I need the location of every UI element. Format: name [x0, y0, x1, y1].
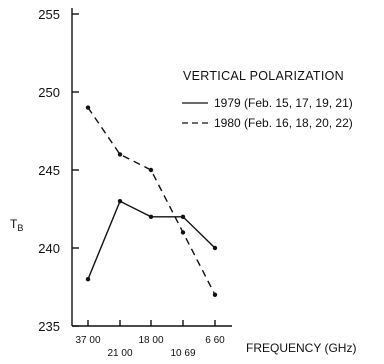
x-tick-label-0: 37 00	[75, 335, 100, 346]
series-1-point-3	[180, 230, 186, 235]
y-axis-label: TB	[10, 217, 23, 233]
y-axis-label-main: T	[10, 217, 18, 231]
series-0-point-2	[148, 214, 154, 219]
x-tick-label-4: 6 60	[205, 335, 225, 346]
series-1-point-2	[148, 167, 154, 173]
y-axis-label-subscript: B	[17, 223, 23, 233]
legend: VERTICAL POLARIZATION 1979 (Feb. 15, 17,…	[182, 69, 353, 130]
x-axis-label: FREQUENCY (GHz)	[246, 341, 356, 355]
legend-title: VERTICAL POLARIZATION	[183, 69, 344, 83]
series-0-point-0	[85, 277, 91, 282]
x-tick-label-2: 18 00	[138, 335, 163, 346]
series-0-point-3	[180, 214, 186, 219]
series-0-point-1	[117, 199, 123, 204]
y-tick-label-240: 240	[38, 241, 60, 256]
y-tick-label-245: 245	[38, 163, 60, 178]
series-line-1	[87, 107, 216, 296]
x-tick-label-3: 10 69	[170, 348, 195, 359]
legend-label-1980: 1980 (Feb. 16, 18, 20, 22)	[214, 116, 353, 130]
series-1-point-0	[85, 105, 91, 110]
y-tick-label-250: 250	[38, 85, 60, 100]
series-layer	[85, 105, 218, 297]
legend-label-1979: 1979 (Feb. 15, 17, 19, 21)	[214, 96, 353, 110]
series-0-point-4	[212, 245, 218, 251]
x-tick-label-1: 21 00	[107, 348, 132, 359]
y-ticks: 235 240 245 250 255	[38, 7, 79, 334]
y-tick-label-255: 255	[38, 7, 60, 22]
series-line-0	[87, 200, 216, 280]
x-ticks: 37 00 21 00 18 00 10 69 6 60	[75, 320, 225, 359]
series-1-point-1	[117, 152, 123, 157]
y-tick-label-235: 235	[38, 319, 60, 334]
series-1-point-4	[212, 292, 218, 297]
axes	[71, 8, 232, 327]
